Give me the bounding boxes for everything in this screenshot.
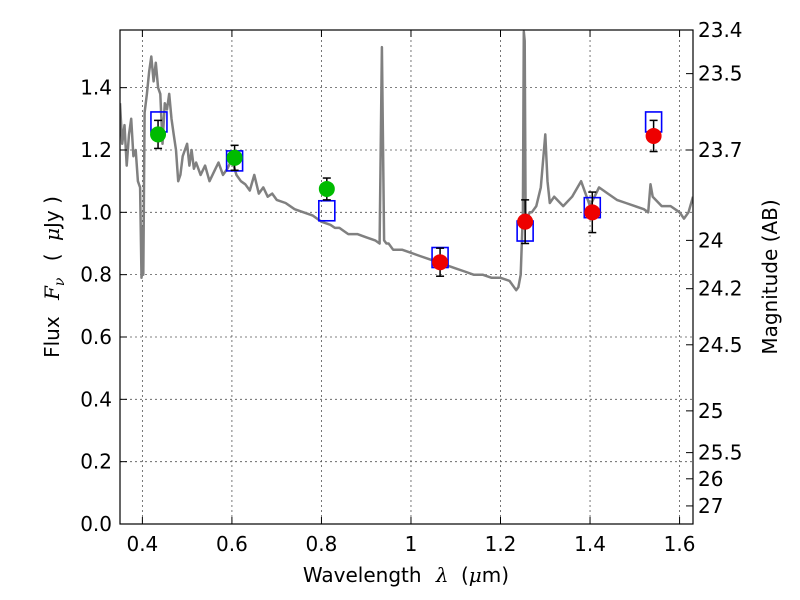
x-tick-label: 1 [405, 532, 418, 556]
y-axis-label-text: Flux [40, 316, 64, 358]
x-axis-label-unit-mu: μ [469, 563, 482, 587]
observed-flux-point [517, 213, 534, 230]
y-tick-label: 0.8 [80, 263, 112, 287]
x-tick-label: 1.2 [485, 532, 517, 556]
y2-tick-label: 23.4 [698, 18, 743, 42]
observed-flux-point [645, 127, 662, 144]
y2-tick-label: 24 [698, 228, 723, 252]
x-tick-label: 0.6 [216, 532, 248, 556]
y2-tick-label: 23.7 [698, 138, 743, 162]
observed-flux-point [432, 254, 449, 271]
x-axis-label: Wavelength λ (μm) [303, 563, 509, 587]
x-axis-label-text: Wavelength [303, 563, 422, 587]
y2-tick-label: 24.2 [698, 277, 743, 301]
y-tick-label: 1.2 [80, 138, 112, 162]
y2-axis-label: Magnitude (AB) [758, 199, 782, 354]
model-magnitude-square [318, 199, 336, 222]
y-axis-label-symbol: F [40, 285, 64, 301]
observed-flux-point [584, 204, 601, 221]
y2-tick-label: 23.5 [698, 62, 743, 86]
y2-tick-label: 26 [698, 467, 723, 491]
x-axis-label-unit-rest: m) [482, 563, 509, 587]
y-tick-label: 1.0 [80, 200, 112, 224]
x-tick-label: 0.4 [126, 532, 158, 556]
observed-flux-point [318, 180, 335, 197]
x-axis-label-symbol: λ [435, 563, 449, 587]
y-tick-label: 0.4 [80, 387, 112, 411]
y-axis-label-unit-open: ( [40, 253, 64, 261]
plot-area [120, 30, 693, 292]
y2-tick-label: 27 [698, 494, 723, 518]
y-tick-label: 0.0 [80, 512, 112, 536]
x-tick-label: 0.8 [306, 532, 338, 556]
grid-lines [120, 30, 693, 524]
y-axis-label-subscript: ν [52, 277, 68, 286]
y2-tick-label: 25.5 [698, 441, 743, 465]
axis-ticks: 0.4 0.6 0.8 1 1.2 1.4 1.6 0.0 0.2 0.4 0.6 0.8 1.0 1.2… [80, 18, 742, 556]
sed-model-line [120, 30, 693, 292]
y-tick-label: 0.6 [80, 325, 112, 349]
y-tick-label: 1.4 [80, 76, 112, 100]
y-axis-label: Flux Fν ( μJy ) [40, 196, 69, 358]
y2-tick-label: 24.5 [698, 333, 743, 357]
observed-flux-point [150, 126, 167, 143]
x-tick-label: 1.6 [664, 532, 696, 556]
y-tick-label: 0.2 [80, 450, 112, 474]
x-axis-label-unit-open: ( [461, 563, 469, 587]
plot-frame [119, 29, 694, 525]
observed-flux-point [226, 149, 243, 166]
y-axis-label-unit-rest: Jy ) [40, 196, 64, 230]
x-tick-label: 1.4 [574, 532, 606, 556]
y-axis-label-unit-mu: μ [40, 228, 64, 241]
y2-tick-label: 25 [698, 399, 723, 423]
